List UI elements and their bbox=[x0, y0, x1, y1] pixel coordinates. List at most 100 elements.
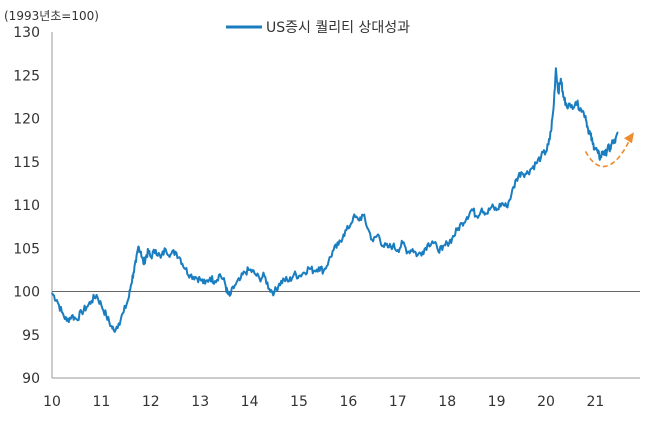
data-point bbox=[322, 269, 325, 272]
x-axis-ticks: 10 11 12 13 14 15 16 17 18 19 20 21 bbox=[43, 394, 604, 410]
x-tick-label: 12 bbox=[142, 394, 160, 410]
data-point bbox=[436, 247, 439, 250]
data-point bbox=[174, 250, 177, 253]
data-point bbox=[485, 212, 488, 215]
y-tick-label: 100 bbox=[13, 285, 40, 301]
data-point bbox=[95, 294, 98, 296]
data-point bbox=[357, 218, 360, 221]
data-point bbox=[347, 227, 350, 230]
x-tick-label: 15 bbox=[290, 394, 308, 410]
data-point bbox=[426, 243, 429, 246]
data-point bbox=[219, 273, 221, 276]
data-point bbox=[611, 140, 614, 142]
legend-label: US증시 퀄리티 상대성과 bbox=[266, 20, 410, 36]
data-point bbox=[337, 243, 340, 246]
data-point bbox=[614, 141, 616, 144]
data-point bbox=[313, 269, 315, 272]
data-point bbox=[545, 150, 547, 153]
data-point bbox=[594, 147, 597, 149]
data-point bbox=[51, 292, 53, 295]
data-point bbox=[471, 208, 473, 211]
data-point bbox=[476, 215, 478, 218]
data-point bbox=[159, 256, 162, 259]
y-tick-label: 90 bbox=[22, 371, 40, 387]
data-point bbox=[411, 248, 414, 250]
data-point bbox=[169, 253, 172, 256]
x-tick-label: 13 bbox=[191, 394, 209, 410]
series-line-quality-relative-performance bbox=[51, 67, 619, 333]
data-point bbox=[392, 244, 394, 247]
data-point bbox=[137, 245, 140, 248]
data-point bbox=[298, 275, 300, 277]
data-point bbox=[214, 280, 216, 282]
data-point bbox=[283, 278, 285, 281]
data-point bbox=[431, 240, 434, 243]
data-point bbox=[184, 268, 187, 270]
data-point bbox=[303, 271, 305, 274]
data-point bbox=[224, 282, 226, 284]
y-tick-label: 95 bbox=[22, 328, 40, 344]
data-point bbox=[145, 256, 147, 258]
data-point bbox=[397, 249, 399, 251]
data-point bbox=[377, 233, 379, 236]
arrowhead-icon bbox=[623, 132, 634, 144]
data-point bbox=[268, 288, 271, 290]
y-tick-label: 120 bbox=[13, 112, 40, 128]
data-point bbox=[540, 155, 542, 158]
data-point bbox=[602, 150, 604, 153]
data-point bbox=[609, 148, 612, 151]
data-point bbox=[75, 318, 78, 320]
data-point bbox=[317, 266, 320, 269]
data-point bbox=[194, 275, 197, 278]
series-data-points bbox=[51, 67, 619, 332]
data-point bbox=[327, 260, 330, 263]
data-point bbox=[204, 282, 206, 285]
data-point bbox=[85, 306, 88, 308]
data-point bbox=[579, 107, 582, 109]
data-point bbox=[70, 314, 73, 317]
data-point bbox=[293, 273, 295, 276]
data-point bbox=[456, 229, 458, 231]
y-tick-label: 110 bbox=[13, 198, 40, 214]
data-point bbox=[550, 130, 552, 133]
data-point bbox=[382, 244, 384, 247]
data-point bbox=[105, 314, 108, 317]
data-point bbox=[147, 250, 150, 253]
data-point bbox=[480, 207, 483, 210]
y-tick-label: 105 bbox=[13, 241, 40, 257]
data-point bbox=[505, 205, 508, 208]
y-tick-label: 115 bbox=[13, 155, 40, 171]
x-tick-label: 21 bbox=[586, 394, 604, 410]
data-point bbox=[189, 274, 192, 276]
data-point bbox=[587, 128, 589, 130]
data-point bbox=[606, 146, 609, 148]
data-point bbox=[560, 77, 562, 80]
data-point bbox=[416, 254, 419, 256]
data-point bbox=[490, 205, 493, 208]
data-point bbox=[226, 292, 229, 295]
y-axis-ticks: 90 95 100 105 110 115 120 125 130 bbox=[13, 25, 40, 387]
data-point bbox=[127, 297, 130, 300]
data-point bbox=[288, 280, 290, 282]
data-point bbox=[564, 102, 567, 104]
data-point bbox=[263, 275, 266, 277]
data-point bbox=[441, 249, 444, 251]
data-point bbox=[562, 96, 565, 98]
data-point bbox=[525, 173, 528, 175]
data-point bbox=[597, 152, 599, 154]
data-point bbox=[150, 256, 152, 258]
data-point bbox=[584, 115, 587, 117]
data-point bbox=[547, 143, 550, 146]
data-point bbox=[446, 242, 449, 244]
data-point bbox=[100, 304, 103, 307]
x-tick-label: 16 bbox=[339, 394, 357, 410]
data-point bbox=[278, 282, 281, 285]
data-point bbox=[110, 325, 113, 327]
data-point bbox=[362, 214, 365, 217]
data-point bbox=[56, 299, 58, 301]
data-point bbox=[589, 134, 592, 136]
data-point bbox=[80, 311, 83, 314]
data-point bbox=[530, 167, 532, 170]
data-point bbox=[248, 269, 251, 271]
data-point bbox=[557, 91, 560, 94]
